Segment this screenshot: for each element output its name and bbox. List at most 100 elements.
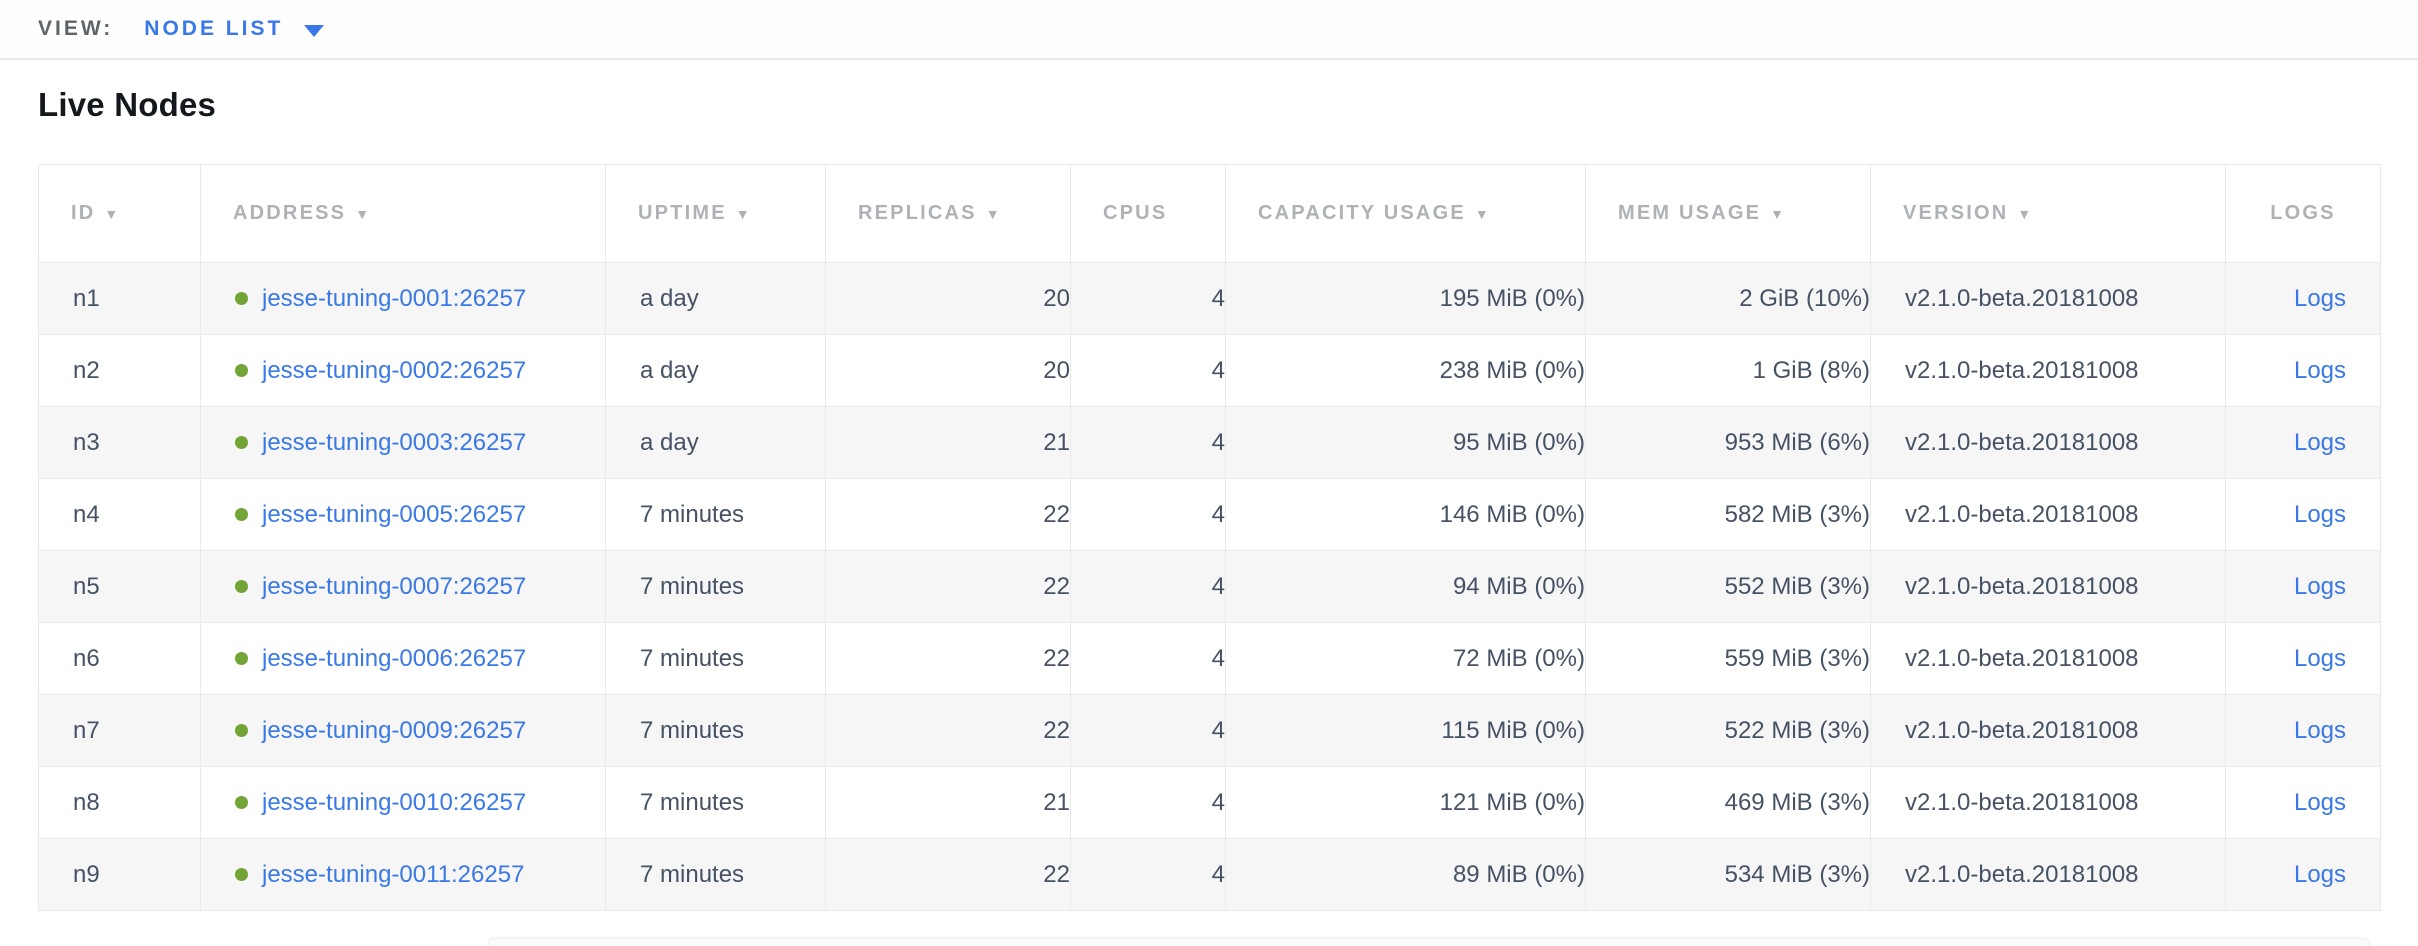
view-selector-dropdown[interactable]: NODE LIST — [144, 17, 325, 41]
sort-caret-icon: ▼ — [104, 206, 121, 222]
cell-version: v2.1.0-beta.20181008 — [1870, 550, 2226, 623]
table-row-n6: n6 jesse-tuning-0006:26257 7 minutes 22 4 72 … — [38, 622, 2381, 695]
logs-link[interactable]: Logs — [2293, 428, 2347, 456]
cell-cpus: 4 — [1070, 406, 1226, 479]
cell-cpus: 4 — [1070, 550, 1226, 623]
cell-address: jesse-tuning-0003:26257 — [200, 406, 606, 479]
column-label-mem: MEM USAGE — [1618, 202, 1762, 224]
cell-replicas: 22 — [825, 478, 1071, 551]
cell-cpus: 4 — [1070, 766, 1226, 839]
cell-id: n9 — [38, 838, 201, 911]
node-address-link[interactable]: jesse-tuning-0001:26257 — [262, 284, 527, 312]
cell-mem: 552 MiB (3%) — [1585, 550, 1871, 623]
node-address-link[interactable]: jesse-tuning-0003:26257 — [262, 428, 527, 456]
cell-version: v2.1.0-beta.20181008 — [1870, 694, 2226, 767]
sort-caret-icon: ▼ — [1474, 206, 1491, 222]
node-live-status-icon — [235, 867, 248, 881]
caret-down-icon — [304, 24, 325, 37]
node-live-status-icon — [235, 435, 248, 449]
logs-link[interactable]: Logs — [2293, 644, 2347, 672]
cell-logs: Logs — [2225, 550, 2381, 623]
cell-mem: 1 GiB (8%) — [1585, 334, 1871, 407]
page-title: Live Nodes — [38, 86, 217, 123]
cell-mem: 2 GiB (10%) — [1585, 262, 1871, 335]
column-label-replicas: REPLICAS — [858, 202, 977, 224]
sort-caret-icon: ▼ — [355, 206, 372, 222]
table-header-row: ID ▼ ADDRESS ▼ UPTIME ▼ REPLICAS ▼ CPUS CAPACITY … — [38, 164, 2381, 263]
cell-capacity: 195 MiB (0%) — [1225, 262, 1586, 335]
node-live-status-icon — [235, 795, 248, 809]
table-body: n1 jesse-tuning-0001:26257 a day 20 4 195 MiB… — [38, 262, 2381, 911]
column-header-replicas[interactable]: REPLICAS ▼ — [825, 164, 1071, 263]
column-label-id: ID — [71, 202, 96, 224]
table-row-n7: n7 jesse-tuning-0009:26257 7 minutes 22 4 115… — [38, 694, 2381, 767]
live-nodes-table: ID ▼ ADDRESS ▼ UPTIME ▼ REPLICAS ▼ CPUS CAPACITY … — [38, 164, 2381, 911]
column-label-logs: LOGS — [2270, 202, 2336, 224]
cell-address: jesse-tuning-0009:26257 — [200, 694, 606, 767]
cell-replicas: 21 — [825, 766, 1071, 839]
column-header-logs: LOGS — [2225, 164, 2381, 263]
view-selected-value: NODE LIST — [144, 17, 284, 40]
column-label-cpus: CPUS — [1103, 202, 1168, 224]
cell-version: v2.1.0-beta.20181008 — [1870, 622, 2226, 695]
sort-caret-icon: ▼ — [985, 206, 1002, 222]
cell-cpus: 4 — [1070, 478, 1226, 551]
cell-id: n5 — [38, 550, 201, 623]
cell-mem: 953 MiB (6%) — [1585, 406, 1871, 479]
cell-uptime: 7 minutes — [605, 622, 826, 695]
cell-mem: 559 MiB (3%) — [1585, 622, 1871, 695]
node-address-link[interactable]: jesse-tuning-0005:26257 — [262, 500, 527, 528]
cell-address: jesse-tuning-0010:26257 — [200, 766, 606, 839]
column-header-cpus: CPUS — [1070, 164, 1226, 263]
cell-version: v2.1.0-beta.20181008 — [1870, 766, 2226, 839]
view-bar: VIEW: NODE LIST — [0, 0, 2418, 60]
cell-uptime: 7 minutes — [605, 766, 826, 839]
table-row-n3: n3 jesse-tuning-0003:26257 a day 21 4 95 MiB … — [38, 406, 2381, 479]
cell-cpus: 4 — [1070, 622, 1226, 695]
cell-logs: Logs — [2225, 478, 2381, 551]
column-header-capacity[interactable]: CAPACITY USAGE ▼ — [1225, 164, 1586, 263]
logs-link[interactable]: Logs — [2293, 356, 2347, 384]
node-address-link[interactable]: jesse-tuning-0010:26257 — [262, 788, 527, 816]
cell-mem: 522 MiB (3%) — [1585, 694, 1871, 767]
node-address-link[interactable]: jesse-tuning-0006:26257 — [262, 644, 527, 672]
cell-replicas: 22 — [825, 622, 1071, 695]
logs-link[interactable]: Logs — [2293, 500, 2347, 528]
table-row-n2: n2 jesse-tuning-0002:26257 a day 20 4 238 MiB… — [38, 334, 2381, 407]
cell-version: v2.1.0-beta.20181008 — [1870, 838, 2226, 911]
column-header-id[interactable]: ID ▼ — [38, 164, 201, 263]
table-row-n8: n8 jesse-tuning-0010:26257 7 minutes 21 4 121… — [38, 766, 2381, 839]
cell-logs: Logs — [2225, 766, 2381, 839]
cell-address: jesse-tuning-0006:26257 — [200, 622, 606, 695]
logs-link[interactable]: Logs — [2293, 572, 2347, 600]
column-label-uptime: UPTIME — [638, 202, 727, 224]
node-live-status-icon — [235, 291, 248, 305]
table-header: ID ▼ ADDRESS ▼ UPTIME ▼ REPLICAS ▼ CPUS CAPACITY … — [38, 164, 2381, 263]
cell-replicas: 20 — [825, 262, 1071, 335]
column-header-uptime[interactable]: UPTIME ▼ — [605, 164, 826, 263]
cell-uptime: a day — [605, 406, 826, 479]
sort-caret-icon: ▼ — [1770, 206, 1787, 222]
cell-uptime: 7 minutes — [605, 694, 826, 767]
node-address-link[interactable]: jesse-tuning-0011:26257 — [262, 860, 525, 888]
cell-id: n8 — [38, 766, 201, 839]
column-header-mem[interactable]: MEM USAGE ▼ — [1585, 164, 1871, 263]
cell-address: jesse-tuning-0011:26257 — [200, 838, 606, 911]
cell-id: n7 — [38, 694, 201, 767]
node-address-link[interactable]: jesse-tuning-0007:26257 — [262, 572, 527, 600]
column-header-address[interactable]: ADDRESS ▼ — [200, 164, 606, 263]
node-address-link[interactable]: jesse-tuning-0009:26257 — [262, 716, 527, 744]
logs-link[interactable]: Logs — [2293, 788, 2347, 816]
cell-cpus: 4 — [1070, 334, 1226, 407]
node-address-link[interactable]: jesse-tuning-0002:26257 — [262, 356, 527, 384]
cell-logs: Logs — [2225, 622, 2381, 695]
cell-capacity: 95 MiB (0%) — [1225, 406, 1586, 479]
logs-link[interactable]: Logs — [2293, 860, 2347, 888]
column-label-address: ADDRESS — [233, 202, 347, 224]
cell-capacity: 94 MiB (0%) — [1225, 550, 1586, 623]
logs-link[interactable]: Logs — [2293, 716, 2347, 744]
logs-link[interactable]: Logs — [2293, 284, 2347, 312]
column-header-version[interactable]: VERSION ▼ — [1870, 164, 2226, 263]
cell-mem: 534 MiB (3%) — [1585, 838, 1871, 911]
cell-uptime: 7 minutes — [605, 550, 826, 623]
